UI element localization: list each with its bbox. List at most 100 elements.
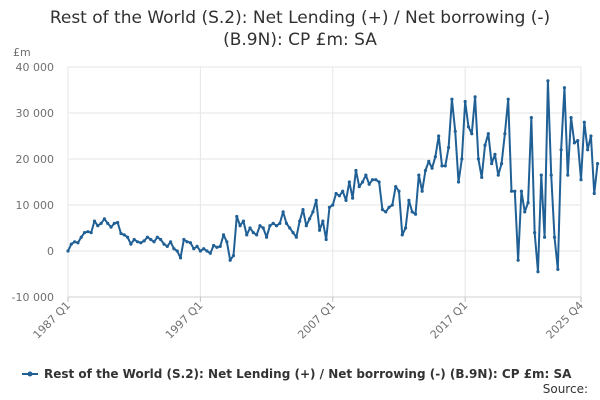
- data-point[interactable]: [463, 99, 467, 104]
- data-point[interactable]: [235, 214, 239, 219]
- data-point[interactable]: [228, 258, 232, 262]
- data-point[interactable]: [476, 157, 480, 161]
- data-point[interactable]: [351, 196, 355, 200]
- data-point[interactable]: [241, 219, 246, 223]
- data-point[interactable]: [311, 210, 315, 214]
- data-point[interactable]: [245, 233, 249, 237]
- data-point[interactable]: [281, 210, 285, 214]
- data-point[interactable]: [473, 95, 477, 99]
- data-point[interactable]: [66, 249, 70, 253]
- data-point[interactable]: [523, 210, 527, 214]
- data-point[interactable]: [79, 235, 83, 239]
- legend[interactable]: Rest of the World (S.2): Net Lending (+)…: [22, 367, 572, 381]
- data-point[interactable]: [178, 256, 183, 260]
- data-point[interactable]: [536, 270, 540, 274]
- data-point[interactable]: [99, 221, 103, 225]
- data-point[interactable]: [559, 148, 563, 152]
- data-point[interactable]: [460, 157, 464, 161]
- data-point[interactable]: [125, 235, 130, 239]
- data-point[interactable]: [298, 219, 302, 223]
- data-point[interactable]: [165, 244, 169, 248]
- data-point[interactable]: [466, 125, 471, 129]
- data-point[interactable]: [556, 267, 560, 271]
- data-point[interactable]: [212, 243, 216, 248]
- data-point[interactable]: [503, 132, 507, 136]
- data-point[interactable]: [89, 231, 93, 235]
- data-point[interactable]: [238, 224, 242, 228]
- data-point[interactable]: [539, 173, 543, 177]
- data-point[interactable]: [546, 79, 550, 83]
- data-point[interactable]: [592, 191, 596, 196]
- data-point[interactable]: [380, 208, 385, 212]
- data-point[interactable]: [96, 224, 100, 228]
- data-point[interactable]: [394, 185, 398, 189]
- data-point[interactable]: [413, 212, 418, 216]
- data-point[interactable]: [453, 129, 457, 133]
- data-point[interactable]: [82, 231, 87, 235]
- data-point[interactable]: [526, 201, 530, 205]
- data-point[interactable]: [139, 241, 143, 245]
- data-point[interactable]: [440, 164, 444, 168]
- data-point[interactable]: [370, 178, 375, 182]
- data-point[interactable]: [188, 241, 193, 245]
- data-point[interactable]: [377, 180, 381, 184]
- data-point[interactable]: [516, 258, 520, 262]
- data-point[interactable]: [384, 210, 388, 214]
- data-point[interactable]: [119, 231, 123, 236]
- data-point[interactable]: [208, 251, 212, 255]
- data-point[interactable]: [274, 224, 279, 228]
- data-point[interactable]: [533, 231, 537, 235]
- data-point[interactable]: [549, 173, 553, 177]
- data-point[interactable]: [291, 231, 295, 235]
- data-point[interactable]: [582, 120, 586, 124]
- data-point[interactable]: [331, 203, 335, 207]
- data-point[interactable]: [86, 230, 90, 234]
- data-point[interactable]: [360, 180, 365, 184]
- data-point[interactable]: [589, 134, 593, 138]
- data-point[interactable]: [354, 168, 358, 173]
- data-point[interactable]: [443, 164, 447, 168]
- data-point[interactable]: [390, 203, 394, 207]
- data-point[interactable]: [344, 198, 348, 202]
- data-point[interactable]: [102, 217, 107, 221]
- data-point[interactable]: [142, 239, 146, 243]
- data-point[interactable]: [374, 178, 378, 182]
- data-point[interactable]: [509, 189, 514, 193]
- data-point[interactable]: [202, 247, 206, 251]
- data-point[interactable]: [255, 233, 259, 237]
- data-point[interactable]: [261, 226, 265, 230]
- data-point[interactable]: [420, 189, 424, 193]
- data-point[interactable]: [69, 242, 73, 246]
- data-point[interactable]: [566, 173, 570, 177]
- data-point[interactable]: [450, 97, 454, 101]
- data-point[interactable]: [205, 249, 209, 253]
- data-point[interactable]: [251, 231, 255, 235]
- data-point[interactable]: [337, 194, 341, 198]
- data-point[interactable]: [155, 235, 159, 239]
- data-point[interactable]: [258, 224, 262, 228]
- data-point[interactable]: [225, 240, 229, 244]
- data-point[interactable]: [490, 162, 494, 166]
- data-point[interactable]: [308, 217, 312, 221]
- data-point[interactable]: [403, 226, 408, 230]
- data-point[interactable]: [529, 116, 533, 120]
- data-point[interactable]: [129, 242, 133, 246]
- data-point[interactable]: [324, 237, 328, 242]
- data-point[interactable]: [288, 226, 292, 230]
- data-point[interactable]: [271, 221, 275, 225]
- data-point[interactable]: [132, 237, 136, 242]
- data-point[interactable]: [480, 175, 484, 179]
- data-point[interactable]: [218, 244, 222, 248]
- data-point[interactable]: [427, 159, 431, 163]
- data-point[interactable]: [278, 221, 282, 225]
- data-point[interactable]: [595, 162, 600, 166]
- data-point[interactable]: [341, 189, 345, 193]
- data-point[interactable]: [304, 224, 308, 228]
- data-point[interactable]: [92, 219, 97, 223]
- data-point[interactable]: [327, 205, 332, 209]
- data-point[interactable]: [122, 233, 126, 237]
- data-point[interactable]: [499, 162, 504, 166]
- data-point[interactable]: [231, 254, 236, 258]
- data-point[interactable]: [116, 220, 120, 225]
- data-point[interactable]: [314, 198, 318, 202]
